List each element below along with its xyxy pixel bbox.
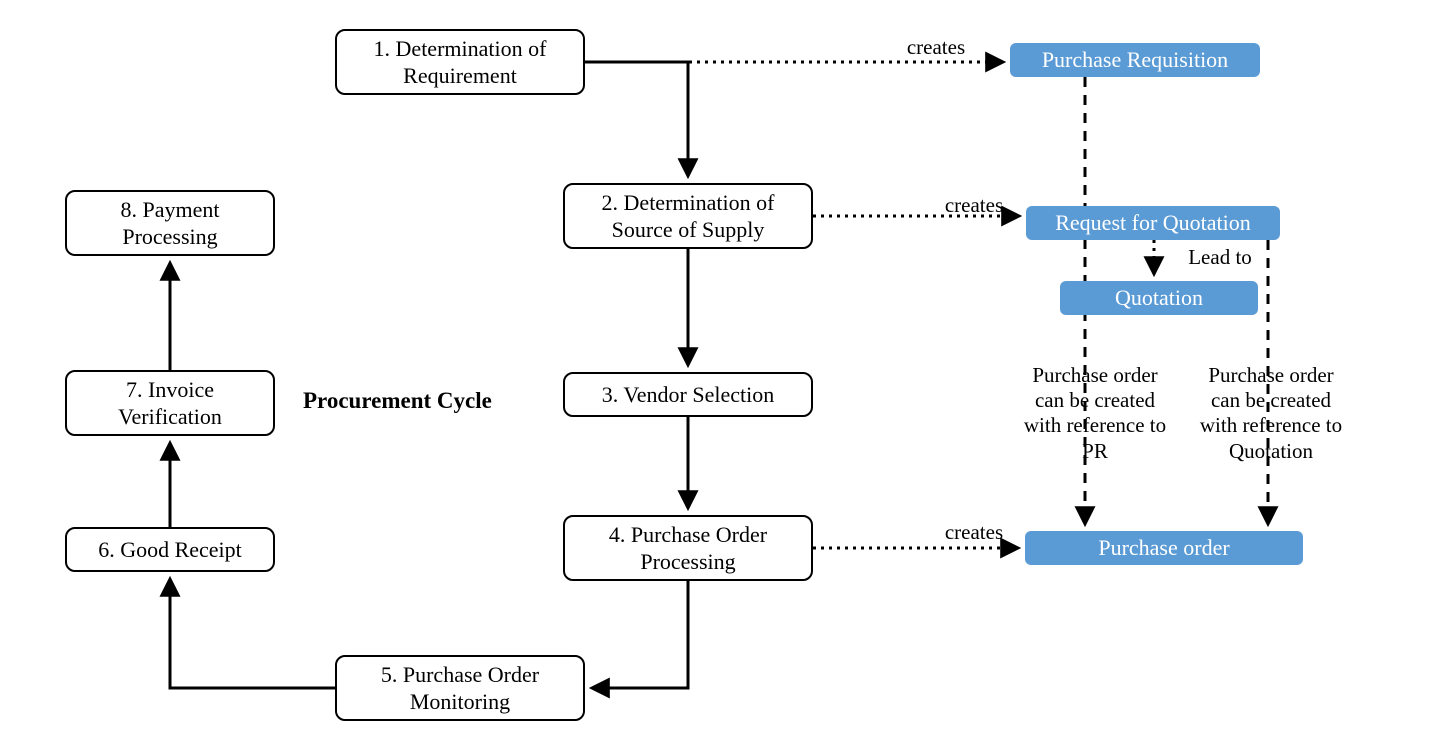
node-label: 6. Good Receipt — [98, 536, 242, 564]
node-label: 5. Purchase OrderMonitoring — [381, 661, 539, 716]
node-vendor-selection: 3. Vendor Selection — [563, 372, 813, 417]
node-determination-source: 2. Determination ofSource of Supply — [563, 183, 813, 249]
doc-label: Quotation — [1115, 284, 1203, 312]
node-label: 8. PaymentProcessing — [121, 196, 220, 251]
node-label: 2. Determination ofSource of Supply — [602, 189, 775, 244]
node-invoice-verification: 7. InvoiceVerification — [65, 370, 275, 436]
node-label: 7. InvoiceVerification — [118, 376, 222, 431]
doc-label: Purchase order — [1098, 534, 1229, 562]
doc-quotation: Quotation — [1060, 281, 1258, 315]
node-label: 3. Vendor Selection — [602, 381, 775, 409]
edge-label-creates-2: creates — [934, 193, 1014, 218]
doc-request-for-quotation: Request for Quotation — [1026, 206, 1280, 240]
diagram-title: Procurement Cycle — [303, 388, 492, 414]
edge-label-lead-to: Lead to — [1175, 245, 1265, 270]
edge-label-creates-3: creates — [934, 520, 1014, 545]
node-payment-processing: 8. PaymentProcessing — [65, 190, 275, 256]
doc-label: Purchase Requisition — [1042, 46, 1228, 74]
node-good-receipt: 6. Good Receipt — [65, 527, 275, 572]
node-determination-requirement: 1. Determination ofRequirement — [335, 29, 585, 95]
doc-purchase-order: Purchase order — [1025, 531, 1303, 565]
doc-purchase-requisition: Purchase Requisition — [1010, 43, 1260, 77]
edge-label-ref-quo: Purchase order can be created with refer… — [1196, 363, 1346, 464]
node-label: 4. Purchase OrderProcessing — [609, 521, 767, 576]
edge-label-creates-1: creates — [896, 35, 976, 60]
node-purchase-order-monitoring: 5. Purchase OrderMonitoring — [335, 655, 585, 721]
node-purchase-order-processing: 4. Purchase OrderProcessing — [563, 515, 813, 581]
doc-label: Request for Quotation — [1055, 209, 1251, 237]
edge-label-ref-pr: Purchase order can be created with refer… — [1020, 363, 1170, 464]
node-label: 1. Determination ofRequirement — [374, 35, 547, 90]
